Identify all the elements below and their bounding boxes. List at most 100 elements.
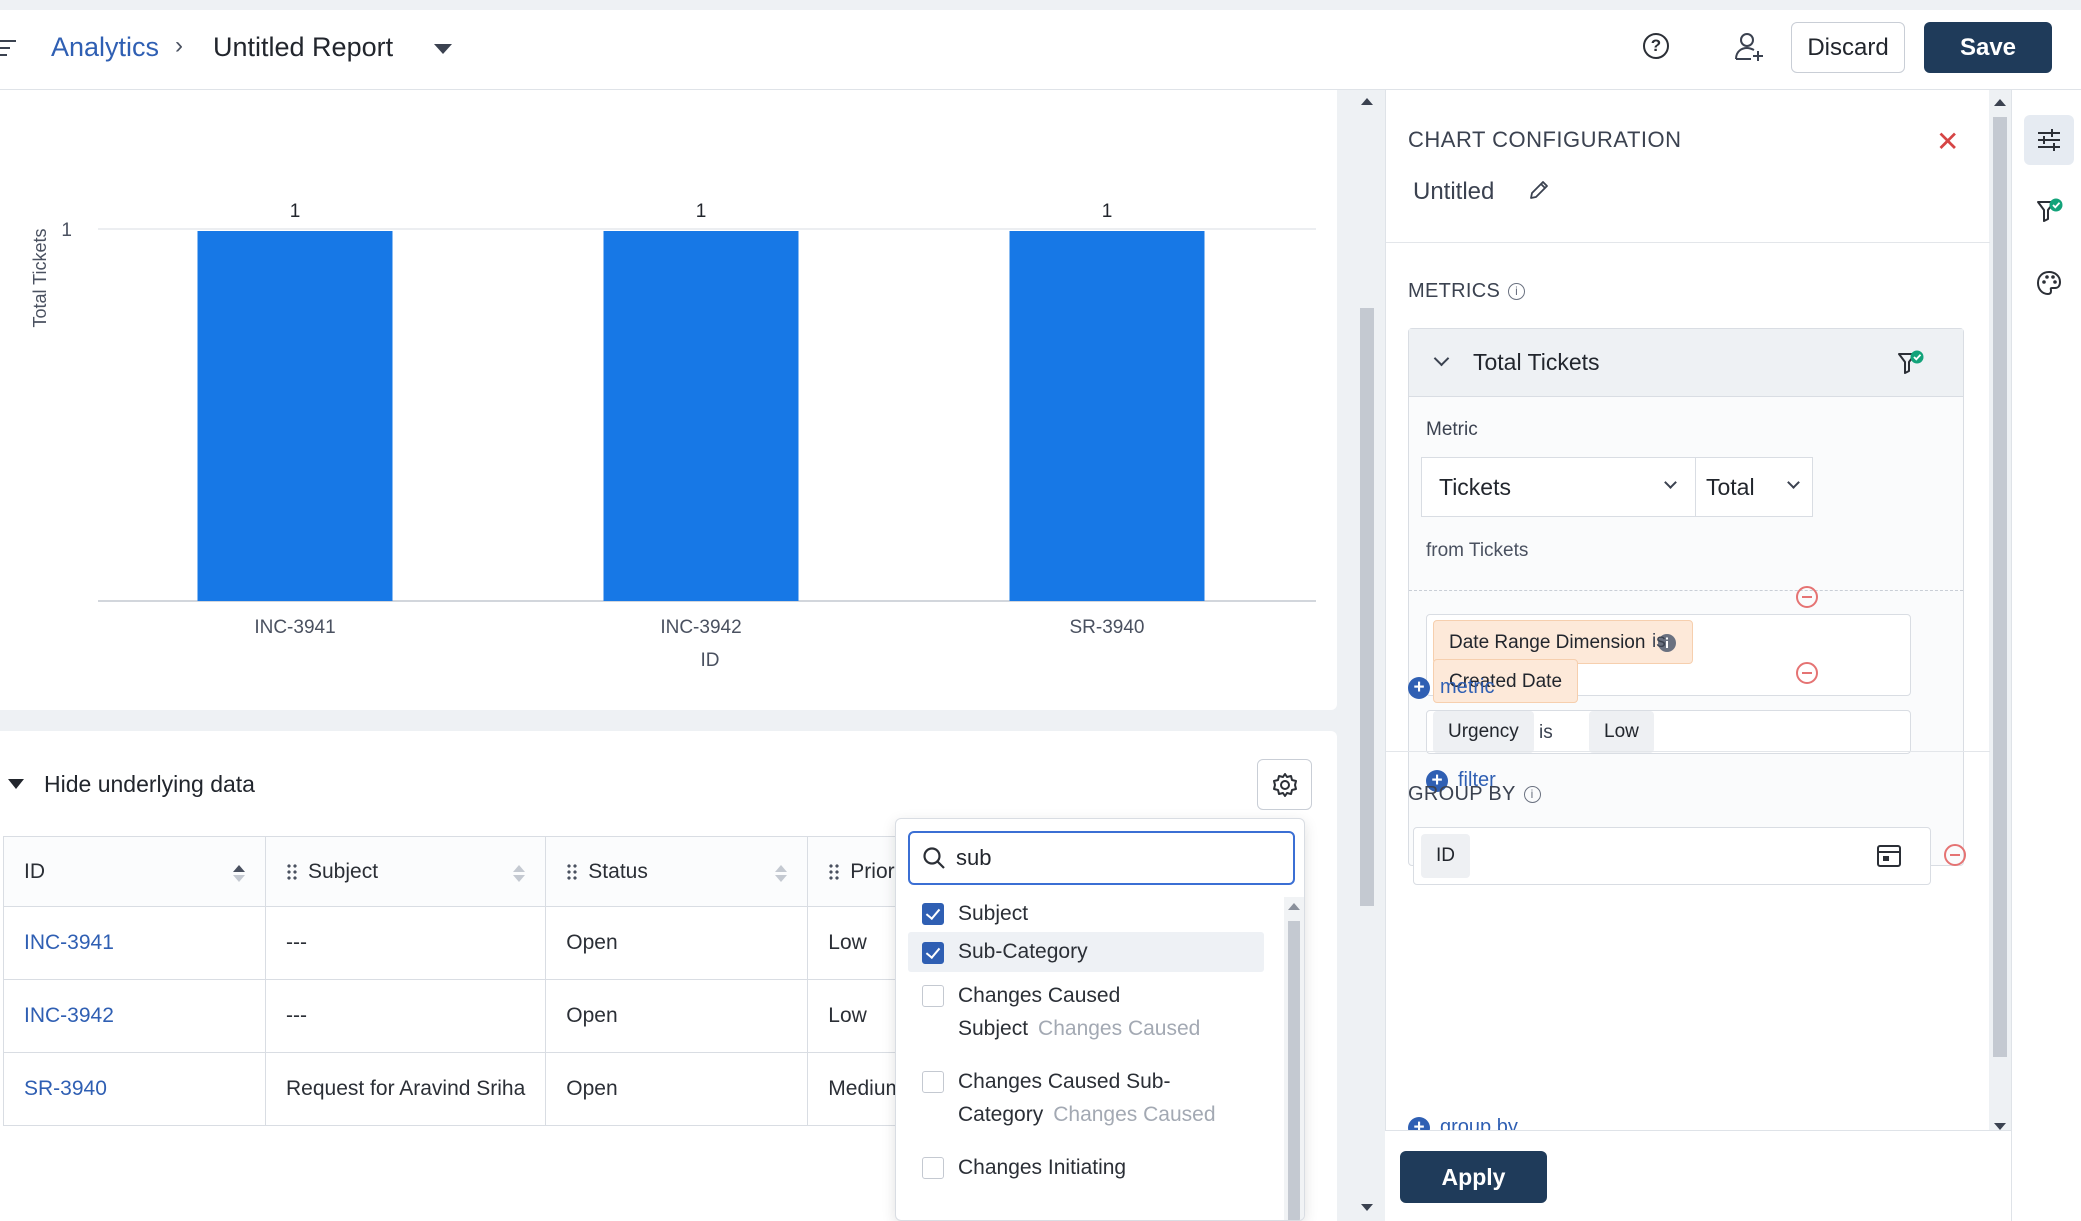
column-option-subject[interactable]: Subject — [908, 897, 1264, 930]
filter-applied-icon — [2037, 198, 2063, 222]
sort-icon[interactable] — [233, 865, 245, 882]
caret-down-icon — [8, 778, 24, 789]
metric-header[interactable]: Total Tickets — [1409, 329, 1963, 397]
filter-value-chip[interactable]: Created Date — [1433, 659, 1579, 703]
checkbox-checked[interactable] — [922, 942, 944, 964]
x-tick-label: INC-3941 — [254, 617, 335, 638]
config-scrollbar[interactable] — [1989, 90, 2011, 1130]
checkbox-unchecked[interactable] — [922, 1071, 944, 1093]
filter-field-chip[interactable]: Date Range Dimension — [1433, 620, 1693, 664]
scroll-down-icon[interactable] — [1994, 1123, 2006, 1130]
column-header-subject[interactable]: Subject — [264, 836, 547, 907]
calendar-icon[interactable] — [1876, 844, 1902, 868]
filter-operator: is — [1652, 631, 1666, 652]
picker-scrollbar[interactable] — [1284, 897, 1304, 1220]
group-by-field[interactable]: ID — [1413, 827, 1931, 885]
column-settings-button[interactable] — [1257, 759, 1312, 810]
palette-icon — [2036, 270, 2062, 296]
aggregation-select[interactable]: Total — [1695, 457, 1813, 517]
bar[interactable] — [603, 231, 799, 601]
chart-settings-tab[interactable] — [2024, 115, 2074, 165]
remove-group-by-icon[interactable] — [1944, 844, 1966, 866]
main-scrollbar[interactable] — [1357, 90, 1377, 1221]
filter-row: Urgency is Low — [1426, 710, 1911, 754]
add-filter-link[interactable]: + filter — [1426, 769, 1496, 792]
filters-tab[interactable] — [2024, 185, 2074, 235]
chevron-down-icon[interactable] — [1433, 350, 1450, 367]
title-dropdown-icon[interactable] — [434, 44, 452, 54]
filter-applied-icon[interactable] — [1897, 349, 1925, 377]
checkbox-unchecked[interactable] — [922, 1157, 944, 1179]
breadcrumb-analytics[interactable]: Analytics — [51, 32, 160, 62]
metric-name: Total Tickets — [1473, 349, 1600, 375]
info-filled-icon[interactable] — [1657, 633, 1677, 653]
checkbox-unchecked[interactable] — [922, 985, 944, 1007]
drag-handle-icon[interactable] — [566, 862, 579, 881]
save-button[interactable]: Save — [1924, 22, 2052, 73]
bar[interactable] — [1009, 231, 1205, 601]
chart-name: Untitled — [1413, 178, 1495, 205]
share-user-icon[interactable] — [1733, 30, 1767, 64]
apply-bar: Apply — [1385, 1130, 2011, 1221]
hide-data-toggle[interactable]: Hide underlying data — [8, 771, 255, 798]
add-group-by-link[interactable]: + group by — [1408, 1116, 1518, 1134]
scroll-down-icon[interactable] — [1361, 1204, 1373, 1211]
data-label: 1 — [1102, 201, 1113, 222]
add-metric-link[interactable]: + metric — [1408, 676, 1494, 699]
cell-id[interactable]: SR-3940 — [3, 1052, 266, 1126]
group-by-chip[interactable]: ID — [1421, 834, 1470, 878]
filter-value-chip[interactable]: Low — [1589, 711, 1654, 753]
column-option-changes-caused-sub-category[interactable]: Changes Caused Sub- Category Changes Cause… — [908, 1065, 1264, 1131]
sort-icon[interactable] — [775, 865, 788, 882]
column-option-sub-category[interactable]: Sub-Category — [908, 932, 1264, 972]
column-search-input[interactable] — [956, 845, 1276, 871]
search-icon — [923, 847, 945, 869]
data-label: 1 — [290, 201, 301, 222]
metrics-section-label: METRICS i — [1408, 280, 1526, 303]
cell-id[interactable]: INC-3942 — [3, 979, 266, 1053]
help-icon[interactable]: ? — [1643, 33, 1669, 59]
remove-filter-icon[interactable] — [1796, 586, 1818, 608]
group-by-section-label: GROUP BY i — [1408, 783, 1541, 806]
column-header-id[interactable]: ID — [3, 836, 266, 907]
cell-status: Open — [545, 979, 809, 1053]
remove-filter-icon[interactable] — [1796, 662, 1818, 684]
scroll-up-icon[interactable] — [1361, 98, 1373, 105]
cell-id[interactable]: INC-3941 — [3, 906, 266, 980]
menu-icon[interactable] — [0, 40, 16, 61]
table-header-row: ID Subject Status Priorit — [3, 836, 944, 907]
top-bar: Analytics › Untitled Report ? Discard Sa… — [0, 0, 2081, 90]
sliders-icon — [2038, 129, 2060, 151]
drag-handle-icon[interactable] — [286, 862, 298, 881]
bar-chart: Total Tickets ID 1 1 INC-3941 1 INC-3942 1 SR-… — [30, 201, 1316, 671]
cell-subject: --- — [264, 906, 547, 980]
filter-row: Date Range Dimension is Created Date — [1426, 614, 1911, 703]
info-icon[interactable]: i — [1508, 283, 1526, 301]
scroll-up-icon[interactable] — [1994, 99, 2006, 106]
info-icon[interactable]: i — [1523, 786, 1541, 804]
plus-icon: + — [1426, 769, 1448, 792]
discard-button[interactable]: Discard — [1791, 22, 1905, 73]
gear-icon — [1273, 773, 1297, 797]
column-picker-dropdown: Subject Sub-Category Changes CausedSubje… — [895, 818, 1305, 1221]
column-header-status[interactable]: Status — [545, 836, 809, 907]
y-axis-label: Total Tickets — [30, 228, 50, 327]
plus-icon: + — [1408, 676, 1430, 699]
pencil-icon[interactable] — [1528, 179, 1550, 201]
column-option-changes-caused-subject[interactable]: Changes Caused Subject Changes Caused — [908, 979, 1264, 1045]
table-row: SR-3940 Request for Aravind Sriha Open M… — [3, 1052, 944, 1126]
drag-handle-icon[interactable] — [828, 862, 841, 881]
checkbox-checked[interactable] — [922, 903, 944, 925]
filter-field-chip[interactable]: Urgency — [1433, 711, 1534, 753]
apply-button[interactable]: Apply — [1400, 1151, 1547, 1203]
data-table: ID Subject Status Priorit INC-3941 --- O… — [3, 836, 944, 1126]
appearance-tab[interactable] — [2024, 258, 2074, 308]
column-option-changes-initiating[interactable]: Changes Initiating — [908, 1151, 1264, 1184]
close-icon[interactable]: ✕ — [1936, 126, 1960, 157]
bar[interactable] — [197, 231, 393, 601]
metric-select[interactable]: Tickets — [1421, 457, 1696, 517]
hide-data-label: Hide underlying data — [44, 771, 255, 797]
column-search-field[interactable] — [908, 831, 1295, 885]
sort-icon[interactable] — [513, 865, 526, 882]
config-title: CHART CONFIGURATION — [1408, 127, 1682, 152]
